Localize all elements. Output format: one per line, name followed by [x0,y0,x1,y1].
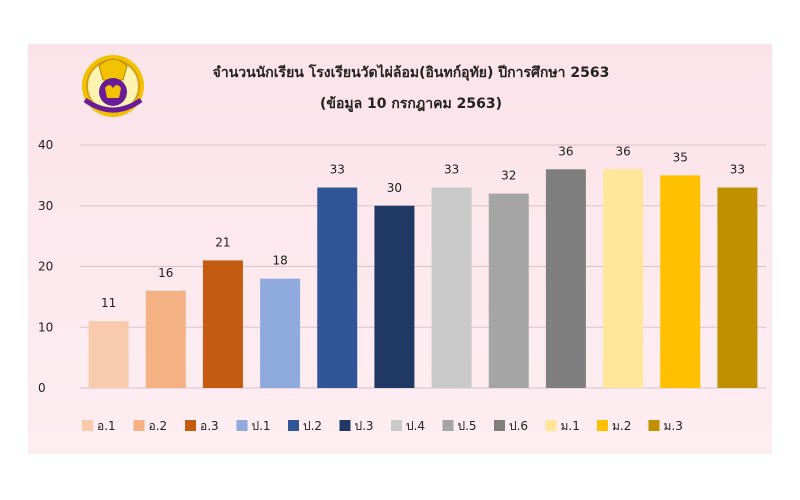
legend-swatch [442,420,454,431]
chart-panel: จำนวนนักเรียน โรงเรียนวัดไผ่ล้อม(อินทก์อ… [28,44,772,454]
legend-swatch [339,420,351,431]
gridlines [80,144,766,389]
bar-10 [660,175,701,388]
legend-swatch [545,420,557,431]
legend-label: ม.2 [612,419,631,433]
legend-swatch [648,420,660,431]
bar-0 [88,321,129,388]
bar-6 [431,187,472,388]
legend-swatch [133,420,145,431]
y-tick-label: 40 [38,138,53,152]
data-label: 36 [615,144,630,158]
legend-swatch [494,420,505,431]
bar-4 [317,187,358,388]
legend-swatch [288,420,299,431]
chart-subtitle: (ข้อมูล 10 กรกฎาคม 2563) [320,96,502,112]
bar-9 [603,169,644,388]
legend-label: ป.5 [458,419,477,433]
data-label: 33 [730,163,745,177]
y-tick-label: 0 [38,381,46,395]
legend-swatch [597,420,608,431]
chart-title: จำนวนนักเรียน โรงเรียนวัดไผ่ล้อม(อินทก์อ… [213,63,610,81]
data-label: 35 [673,150,688,164]
legend: อ.1 อ.2 อ.3 ป.1 ป.2 ป.3 ป.4 ป.5 ป.6 ม.1 ม.2 ม.3 [82,419,683,433]
legend-label: อ.3 [200,419,219,433]
data-label: 33 [330,163,345,177]
bar-3 [260,278,301,388]
y-axis-ticks: 0 10 20 30 40 [38,138,53,395]
school-logo-icon [82,55,144,117]
data-label: 32 [501,169,516,183]
legend-label: ป.6 [509,419,528,433]
y-tick-label: 20 [38,260,53,274]
bars [88,169,758,388]
data-label: 18 [272,254,287,268]
bar-11 [717,187,758,388]
bar-1 [145,290,186,388]
data-label: 16 [158,266,173,280]
data-label: 36 [558,144,573,158]
bar-2 [202,260,243,388]
y-tick-label: 10 [38,320,53,334]
data-label: 21 [215,235,230,249]
legend-swatch [236,420,248,431]
bar-5 [374,205,415,388]
legend-swatch [82,420,93,431]
bar-chart: จำนวนนักเรียน โรงเรียนวัดไผ่ล้อม(อินทก์อ… [38,55,766,433]
y-tick-label: 30 [38,199,53,213]
data-label: 11 [101,296,116,310]
bar-7 [488,193,529,388]
legend-label: ม.3 [664,419,683,433]
legend-swatch [391,420,402,431]
legend-swatch [185,420,196,431]
legend-label: ป.1 [252,419,271,433]
data-label: 30 [387,181,402,195]
legend-label: ป.2 [303,419,322,433]
legend-label: ป.3 [355,419,374,433]
legend-label: อ.2 [149,419,168,433]
data-label: 33 [444,163,459,177]
legend-label: ป.4 [406,419,425,433]
legend-label: ม.1 [561,419,580,433]
bar-8 [545,169,586,388]
legend-label: อ.1 [97,419,116,433]
data-labels: 11 16 21 18 33 30 33 32 36 36 35 33 [101,144,745,310]
